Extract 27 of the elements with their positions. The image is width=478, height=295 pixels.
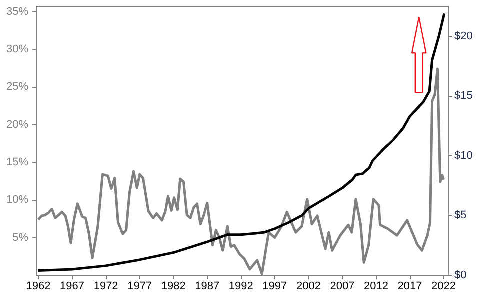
x-tick-label: 1992 <box>228 280 254 292</box>
line-series <box>37 68 446 276</box>
y-tick-label: 30% <box>6 43 29 56</box>
y2-tick-label: $15 <box>454 90 473 102</box>
y-tick-label: 25% <box>6 81 29 94</box>
y2-tick-label: $5 <box>454 210 467 222</box>
y2-tick-label: $20 <box>454 30 473 42</box>
x-tick-label: 1977 <box>128 280 152 292</box>
y-tick-label: 5% <box>12 232 29 244</box>
x-tick-label: 2007 <box>330 280 355 292</box>
y-tick-label: 15% <box>6 156 29 168</box>
y-tick-label: 35% <box>6 6 29 18</box>
x-tick-label: 2002 <box>296 280 321 292</box>
x-tick-label: 1982 <box>161 280 186 292</box>
x-tick-label: 1967 <box>60 280 85 292</box>
y2-tick-label: $10 <box>454 150 473 162</box>
x-tick-label: 1972 <box>94 280 118 292</box>
x-tick-label: 2012 <box>364 280 388 292</box>
line-series <box>37 12 446 272</box>
y2-tick-label: $0 <box>454 270 467 282</box>
x-tick-label: 2022 <box>432 280 456 292</box>
y-tick-label: 20% <box>6 118 29 131</box>
x-tick-label: 1962 <box>26 280 51 292</box>
x-tick-label: 1987 <box>195 280 220 292</box>
y-tick-label: 10% <box>6 194 29 206</box>
x-tick-label: 2017 <box>398 280 422 292</box>
x-tick-label: 1997 <box>262 280 288 292</box>
